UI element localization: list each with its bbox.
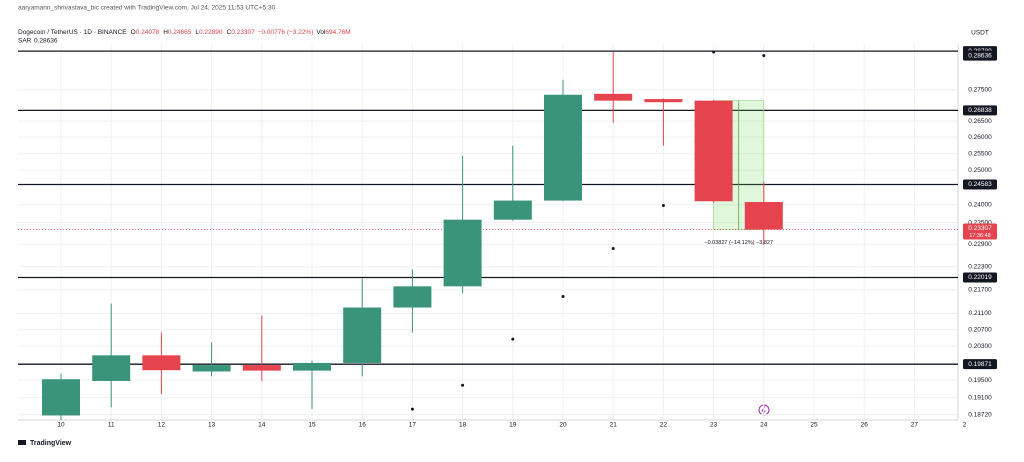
x-tick-label: 2 <box>963 422 967 429</box>
ohlc-key: L <box>195 29 199 36</box>
ohlc-value: 0.22890 <box>199 29 223 36</box>
level-label-box <box>963 359 997 370</box>
axis-unit: USDT <box>971 30 989 37</box>
symbol-legend: Dogecoin / TetherUS · 1D · BINANCE O0.240… <box>18 29 351 36</box>
y-tick-label: 0.27500 <box>968 87 992 94</box>
y-tick-label: 0.18720 <box>968 411 992 418</box>
x-tick-label: 21 <box>610 422 618 429</box>
y-tick-label: 0.26500 <box>968 118 992 125</box>
y-tick-label: 0.21100 <box>968 310 991 317</box>
x-tick-label: 18 <box>459 422 467 429</box>
y-tick-label: 0.20300 <box>968 343 992 350</box>
candle-body <box>92 355 131 381</box>
brand-logo: TradingView <box>18 440 72 447</box>
candle-body <box>443 219 482 287</box>
sar-label: SAR <box>18 38 32 45</box>
sar-label-box <box>963 50 997 61</box>
candle-body <box>694 100 733 202</box>
candle-body <box>393 286 432 308</box>
x-tick-label: 12 <box>158 422 166 429</box>
y-tick-label: 0.22900 <box>968 241 992 248</box>
ohlc-value: 0.24665 <box>168 29 192 36</box>
vol-value: 694.76M <box>325 29 350 36</box>
x-tick-label: 14 <box>258 422 266 429</box>
level-label: 0.24583 <box>968 181 992 188</box>
y-tick-label: 0.24000 <box>968 201 992 208</box>
sar-dot <box>410 407 414 411</box>
candle-body <box>493 200 532 220</box>
y-tick-label: 0.21700 <box>968 287 992 294</box>
candle-body <box>142 355 181 371</box>
candle-body <box>42 379 80 416</box>
x-tick-label: 25 <box>810 422 818 429</box>
y-tick-label: 0.20700 <box>968 326 992 333</box>
logo-mark <box>18 440 26 445</box>
sar-last-label: 0.28636 <box>968 52 992 59</box>
candle-body <box>343 307 382 363</box>
sar-value: 0.28636 <box>34 38 58 45</box>
ohlc-key: H <box>163 29 168 36</box>
change: −0.00776 (−3.22%) <box>258 29 314 36</box>
level-label-box <box>963 179 997 190</box>
level-label: 0.22019 <box>968 274 992 281</box>
y-tick-label: 0.26000 <box>968 134 992 141</box>
x-tick-label: 13 <box>208 422 216 429</box>
ohlc-value: 0.23307 <box>231 29 255 36</box>
x-tick-label: 19 <box>509 422 517 429</box>
sar-dot <box>661 203 665 207</box>
candle-body <box>594 93 633 101</box>
candle-body <box>544 94 582 201</box>
sar-dot <box>712 50 716 54</box>
countdown: 17:36:48 <box>969 233 990 239</box>
x-tick-label: 22 <box>660 422 668 429</box>
candle-body <box>242 365 281 371</box>
last-price-label: 0.23307 <box>968 225 992 232</box>
sar-dot <box>561 294 565 298</box>
x-tick-label: 26 <box>861 422 869 429</box>
y-tick-label: 0.23500 <box>968 219 992 226</box>
sar-dot <box>511 337 515 341</box>
y-tick-label: 0.25500 <box>968 150 992 157</box>
brand: TradingView <box>30 440 72 447</box>
last-price-box <box>963 223 997 240</box>
y-tick-label: 0.19100 <box>968 394 992 401</box>
sar-dot <box>762 54 766 58</box>
x-tick-label: 24 <box>760 422 768 429</box>
measure-label: −0.03827 (−14.12%) −3,827 <box>704 240 773 246</box>
candle-body <box>744 202 783 230</box>
level-label-box <box>963 105 997 116</box>
x-tick-label: 10 <box>57 422 65 429</box>
sar-dot <box>461 383 465 387</box>
sar-dot <box>611 246 615 250</box>
ohlc-value: 0.24078 <box>136 29 160 36</box>
y-tick-label: 0.22300 <box>968 264 992 271</box>
ohlc-key: O <box>131 29 136 36</box>
x-tick-label: 20 <box>559 422 567 429</box>
candle-body <box>293 362 331 371</box>
level-label-box <box>963 272 997 283</box>
x-tick-label: 16 <box>359 422 367 429</box>
credit: aaryamann_shrivastava_bic created with T… <box>18 5 276 12</box>
x-tick-label: 17 <box>409 422 417 429</box>
symbol: Dogecoin / TetherUS · 1D · BINANCE <box>18 29 127 36</box>
level-label: 0.19871 <box>968 361 992 368</box>
y-tick-label: 0.25000 <box>968 167 992 174</box>
x-tick-label: 11 <box>108 422 115 429</box>
y-tick-label: 0.19500 <box>968 377 992 384</box>
candle-body <box>644 99 683 103</box>
x-tick-label: 27 <box>911 422 919 429</box>
level-label: 0.26838 <box>968 107 992 114</box>
candle-body <box>192 365 231 372</box>
x-tick-label: 15 <box>308 422 316 429</box>
vol-label: Vol <box>316 29 326 36</box>
legend: Dogecoin / TetherUS · 1D · BINANCE O0.240… <box>18 29 351 36</box>
ohlc-key: C <box>227 29 232 36</box>
x-tick-label: 23 <box>710 422 718 429</box>
